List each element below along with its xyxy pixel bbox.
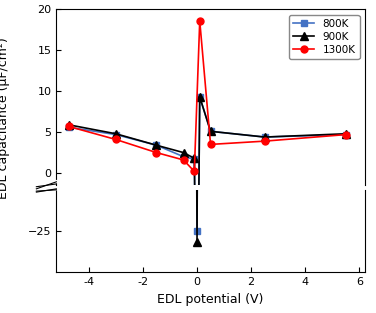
900K xyxy=(114,132,118,136)
1300K xyxy=(66,125,71,128)
800K xyxy=(208,130,213,133)
900K xyxy=(181,151,186,155)
X-axis label: EDL potential (V): EDL potential (V) xyxy=(158,293,264,306)
800K xyxy=(262,135,267,139)
900K xyxy=(208,130,213,133)
Text: EDL capacitance (μF/cm²): EDL capacitance (μF/cm²) xyxy=(0,37,10,199)
800K xyxy=(181,155,186,159)
800K xyxy=(114,133,118,136)
1300K xyxy=(208,142,213,146)
800K xyxy=(192,157,197,161)
900K xyxy=(154,143,159,147)
900K xyxy=(262,135,267,139)
1300K xyxy=(344,133,348,136)
1300K xyxy=(114,138,118,141)
900K xyxy=(66,123,71,127)
Line: 800K: 800K xyxy=(65,0,349,235)
800K xyxy=(197,95,202,99)
Line: 800K: 800K xyxy=(65,94,349,313)
800K xyxy=(344,133,348,136)
1300K xyxy=(197,19,202,23)
1300K xyxy=(192,170,197,173)
900K xyxy=(192,156,197,160)
900K xyxy=(195,240,199,244)
Line: 1300K: 1300K xyxy=(65,18,349,175)
1300K xyxy=(154,151,159,155)
Legend: 800K, 900K, 1300K: 800K, 900K, 1300K xyxy=(289,15,359,59)
1300K xyxy=(262,139,267,143)
800K xyxy=(66,125,71,129)
1300K xyxy=(181,158,186,162)
900K xyxy=(197,95,202,99)
Line: 900K: 900K xyxy=(64,93,350,313)
800K xyxy=(154,143,159,147)
Line: 900K: 900K xyxy=(64,0,350,246)
800K xyxy=(195,229,199,233)
900K xyxy=(344,132,348,136)
